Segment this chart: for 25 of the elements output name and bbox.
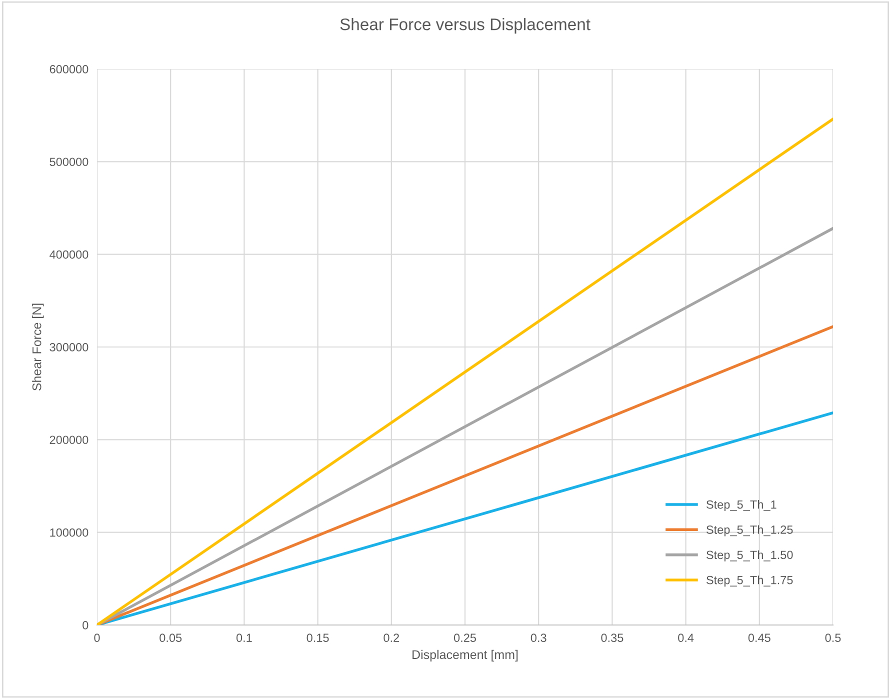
y-tick-label: 500000 [50, 158, 88, 166]
legend-label: Step_5_Th_1.50 [706, 550, 793, 562]
y-tick-label: 0 [82, 621, 88, 630]
y-tick-label: 400000 [50, 250, 88, 259]
y-tick-label: 600000 [50, 65, 88, 74]
x-tick-label: 0.35 [601, 634, 624, 642]
x-tick-label: 0.25 [454, 634, 476, 642]
x-tick-label: 0.05 [160, 634, 182, 642]
x-axis-title: Displacement [mm] [412, 650, 518, 662]
y-tick-label: 100000 [50, 528, 88, 537]
x-tick-label: 0.15 [306, 634, 329, 642]
x-tick-label: 0.2 [384, 634, 400, 642]
x-tick-label: 0.45 [748, 634, 770, 642]
legend-label: Step_5_Th_1.75 [706, 576, 793, 587]
x-tick-label: 0.1 [236, 634, 252, 642]
y-axis-title: Shear Force [N] [32, 304, 44, 391]
x-tick-label: 0.5 [825, 634, 841, 642]
y-tick-label: 200000 [50, 436, 88, 444]
legend-label: Step_5_Th_1 [706, 500, 776, 512]
legend-label: Step_5_Th_1.25 [706, 525, 793, 536]
y-tick-label: 300000 [50, 343, 88, 352]
x-tick-label: 0.3 [530, 634, 546, 642]
chart-title: Shear Force versus Displacement [340, 18, 590, 34]
x-tick-label: 0.4 [678, 634, 694, 642]
x-tick-label: 0 [94, 634, 100, 642]
